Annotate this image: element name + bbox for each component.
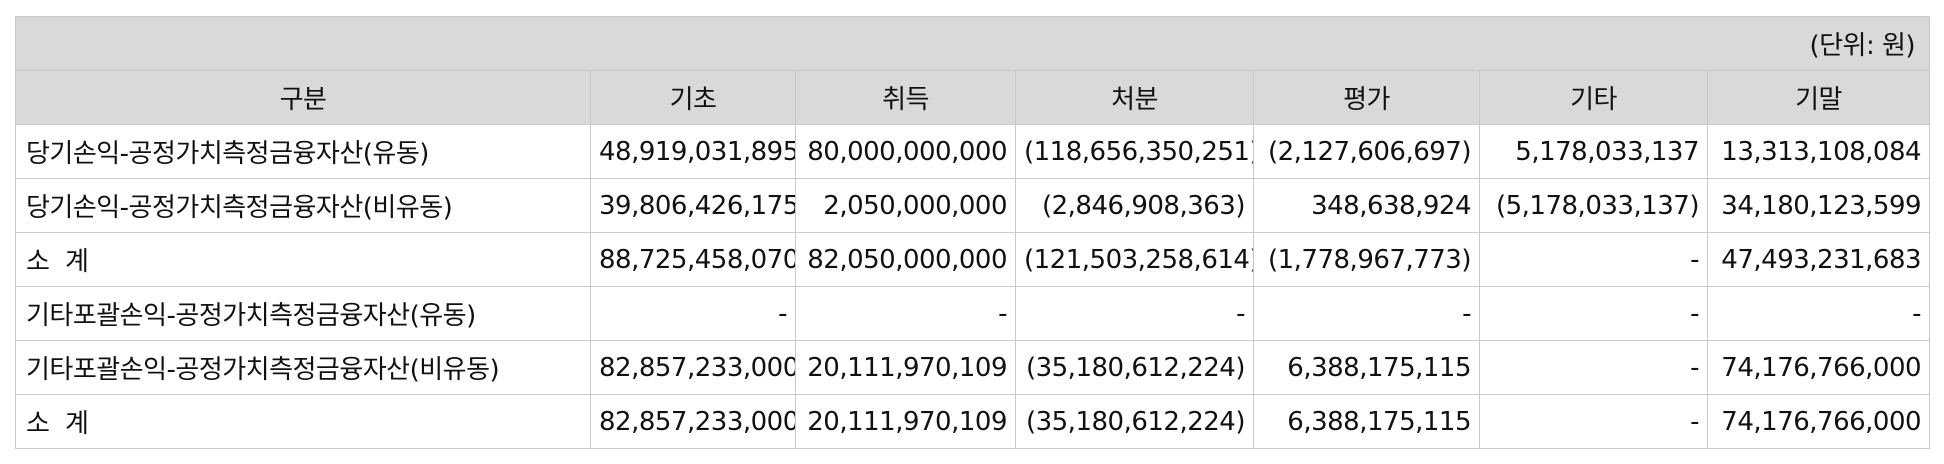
cell-valuation: (1,778,967,773)	[1253, 232, 1480, 287]
cell-ending: 74,176,766,000	[1706, 394, 1931, 449]
row-label: 소 계	[15, 232, 591, 287]
table-row: 기타포괄손익-공정가치측정금융자산(유동) - - - - - -	[15, 286, 1931, 341]
cell-disposal: (118,656,350,251)	[1015, 124, 1254, 179]
cell-beginning: 48,919,031,895	[590, 124, 796, 179]
cell-disposal: -	[1015, 286, 1254, 341]
header-disposal: 처분	[1015, 70, 1254, 125]
header-ending: 기말	[1706, 70, 1931, 125]
cell-beginning: 39,806,426,175	[590, 178, 796, 233]
cell-valuation: (2,127,606,697)	[1253, 124, 1480, 179]
cell-other: 5,178,033,137	[1479, 124, 1708, 179]
row-label: 당기손익-공정가치측정금융자산(유동)	[15, 124, 591, 179]
cell-beginning: 82,857,233,000	[590, 394, 796, 449]
cell-other: -	[1479, 394, 1708, 449]
table-row: 당기손익-공정가치측정금융자산(비유동) 39,806,426,175 2,05…	[15, 178, 1931, 233]
cell-disposal: (121,503,258,614)	[1015, 232, 1254, 287]
cell-beginning: -	[590, 286, 796, 341]
unit-row: (단위: 원)	[14, 16, 1931, 71]
row-label: 당기손익-공정가치측정금융자산(비유동)	[15, 178, 591, 233]
table-row: 기타포괄손익-공정가치측정금융자산(비유동) 82,857,233,000 20…	[15, 340, 1931, 395]
cell-disposal: (2,846,908,363)	[1015, 178, 1254, 233]
cell-disposal: (35,180,612,224)	[1015, 340, 1254, 395]
cell-ending: 34,180,123,599	[1706, 178, 1931, 233]
table-row: 당기손익-공정가치측정금융자산(유동) 48,919,031,895 80,00…	[15, 124, 1931, 179]
table-row: 소 계 88,725,458,070 82,050,000,000 (121,5…	[15, 232, 1931, 287]
cell-acquisition: -	[795, 286, 1016, 341]
cell-acquisition: 2,050,000,000	[795, 178, 1016, 233]
header-category: 구분	[15, 70, 591, 125]
cell-other: (5,178,033,137)	[1479, 178, 1708, 233]
cell-valuation: -	[1253, 286, 1480, 341]
cell-disposal: (35,180,612,224)	[1015, 394, 1254, 449]
row-label: 기타포괄손익-공정가치측정금융자산(유동)	[15, 286, 591, 341]
cell-valuation: 348,638,924	[1253, 178, 1480, 233]
header-beginning: 기초	[590, 70, 796, 125]
cell-ending: 74,176,766,000	[1706, 340, 1931, 395]
cell-acquisition: 82,050,000,000	[795, 232, 1016, 287]
unit-label: (단위: 원)	[14, 16, 1931, 71]
cell-other: -	[1479, 232, 1708, 287]
row-label: 기타포괄손익-공정가치측정금융자산(비유동)	[15, 340, 591, 395]
cell-acquisition: 20,111,970,109	[795, 340, 1016, 395]
header-other: 기타	[1479, 70, 1708, 125]
cell-acquisition: 80,000,000,000	[795, 124, 1016, 179]
cell-ending: 13,313,108,084	[1706, 124, 1931, 179]
cell-valuation: 6,388,175,115	[1253, 394, 1480, 449]
cell-beginning: 82,857,233,000	[590, 340, 796, 395]
header-valuation: 평가	[1253, 70, 1480, 125]
header-row: 구분 기초 취득 처분 평가 기타 기말	[15, 70, 1931, 125]
cell-ending: -	[1706, 286, 1931, 341]
header-acquisition: 취득	[795, 70, 1016, 125]
cell-acquisition: 20,111,970,109	[795, 394, 1016, 449]
cell-other: -	[1479, 286, 1708, 341]
cell-ending: 47,493,231,683	[1706, 232, 1931, 287]
cell-other: -	[1479, 340, 1708, 395]
financial-assets-table: (단위: 원) 구분 기초 취득 처분 평가 기타 기말 당기손익-공정가치측정…	[14, 16, 1931, 449]
cell-beginning: 88,725,458,070	[590, 232, 796, 287]
cell-valuation: 6,388,175,115	[1253, 340, 1480, 395]
table-row: 소 계 82,857,233,000 20,111,970,109 (35,18…	[15, 394, 1931, 449]
row-label: 소 계	[15, 394, 591, 449]
